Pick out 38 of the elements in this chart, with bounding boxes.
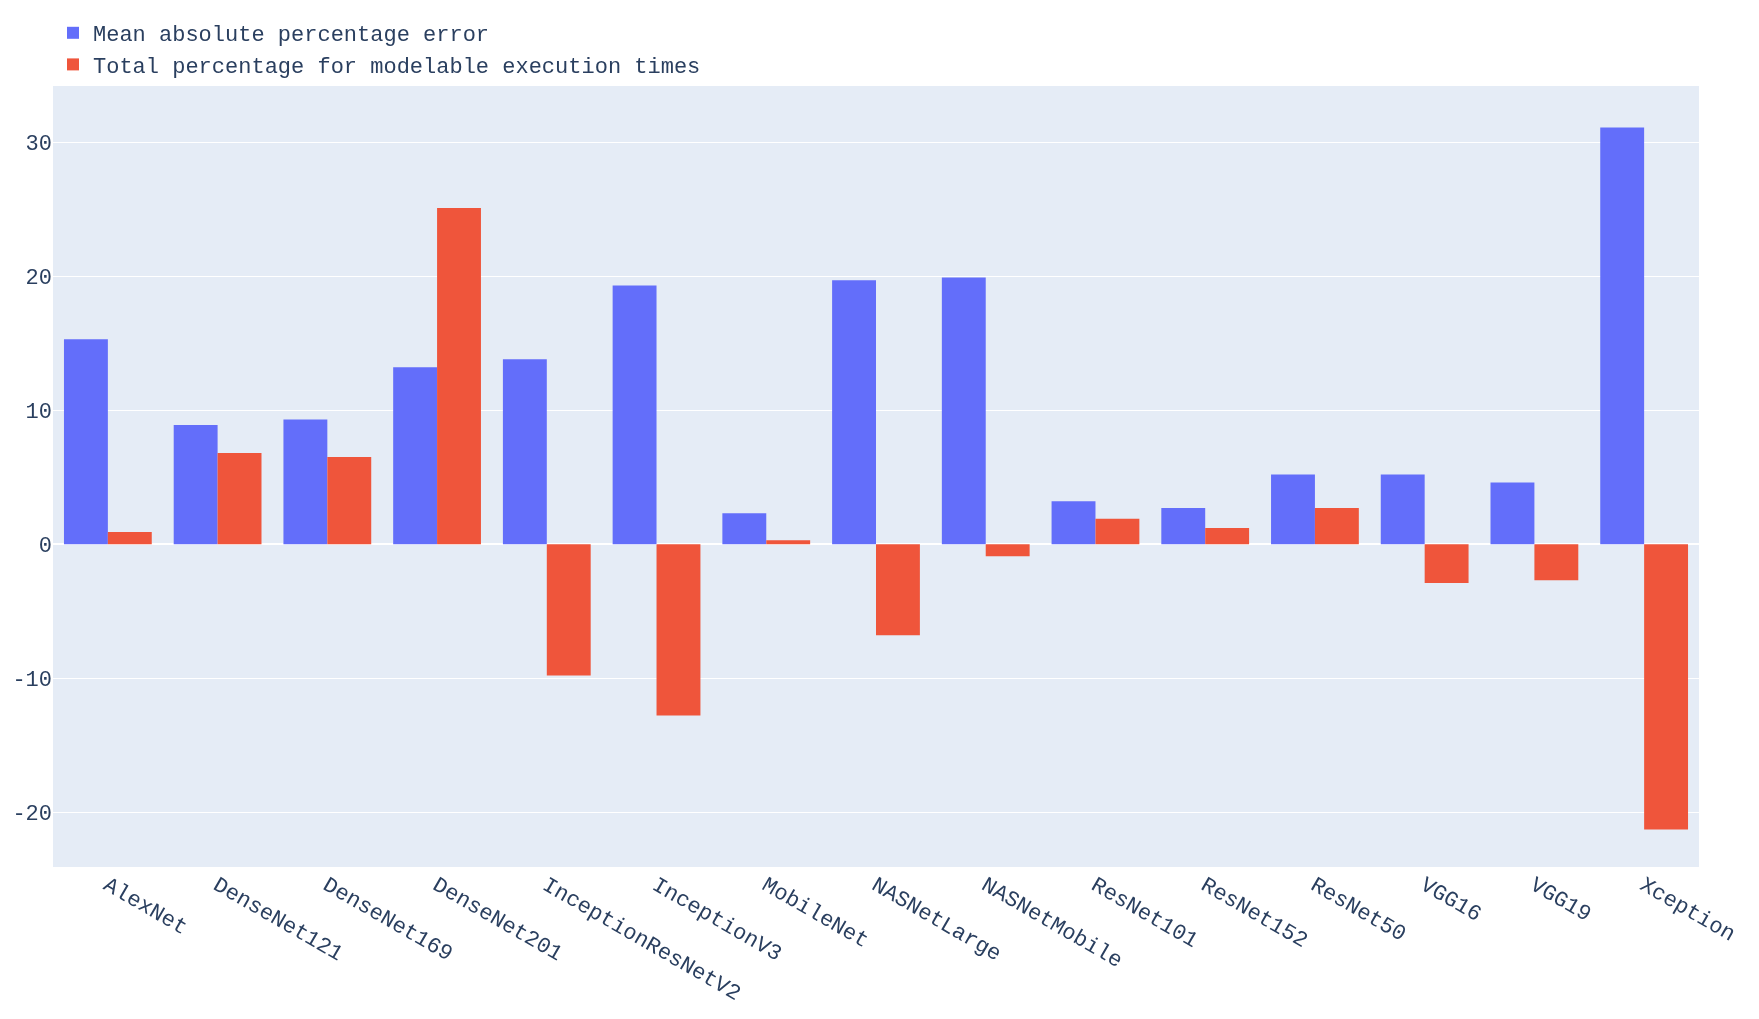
- bar: [327, 457, 372, 545]
- bar: [722, 513, 767, 545]
- bar: [107, 532, 152, 545]
- bar: [1600, 127, 1645, 545]
- legend-label: Mean absolute percentage error: [93, 23, 490, 49]
- bar: [766, 540, 811, 545]
- legend-label: Total percentage for modelable execution times: [93, 54, 701, 80]
- bar: [985, 544, 1030, 557]
- bar: [283, 419, 328, 545]
- bar: [832, 280, 876, 545]
- y-tick-label: 30: [25, 131, 52, 157]
- bar: [1644, 544, 1689, 830]
- y-tick-label: 10: [25, 399, 52, 425]
- bar: [437, 207, 481, 545]
- bar: [1095, 518, 1140, 545]
- bar: [656, 544, 701, 716]
- y-tick-label: -20: [12, 801, 52, 827]
- y-tick-label: -10: [12, 667, 52, 693]
- y-tick-label: 0: [38, 533, 52, 559]
- bar: [1314, 507, 1359, 545]
- bar: [1161, 507, 1206, 545]
- bar: [1051, 501, 1096, 545]
- bar: [941, 277, 986, 545]
- bar: [1490, 482, 1535, 545]
- bar: [217, 453, 262, 545]
- bar: [1534, 544, 1579, 581]
- bar: [1380, 474, 1425, 545]
- bar: [173, 424, 218, 545]
- bar: [876, 544, 920, 636]
- bar: [612, 285, 657, 545]
- bar: [1424, 544, 1469, 583]
- y-tick-label: 20: [25, 265, 52, 291]
- bar: [502, 359, 547, 545]
- bar: [1205, 528, 1250, 545]
- bar: [546, 544, 591, 676]
- bar: [393, 367, 438, 545]
- bar: [1271, 474, 1315, 545]
- bar: [63, 339, 108, 545]
